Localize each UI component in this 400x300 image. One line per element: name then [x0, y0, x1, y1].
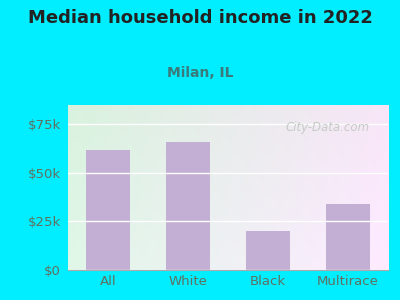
Bar	[326, 204, 370, 270]
Text: Median household income in 2022: Median household income in 2022	[28, 9, 372, 27]
Bar	[166, 142, 210, 270]
Bar	[86, 150, 130, 270]
Text: Milan, IL: Milan, IL	[167, 66, 233, 80]
Text: City-Data.com: City-Data.com	[286, 122, 370, 134]
Bar	[246, 231, 290, 270]
